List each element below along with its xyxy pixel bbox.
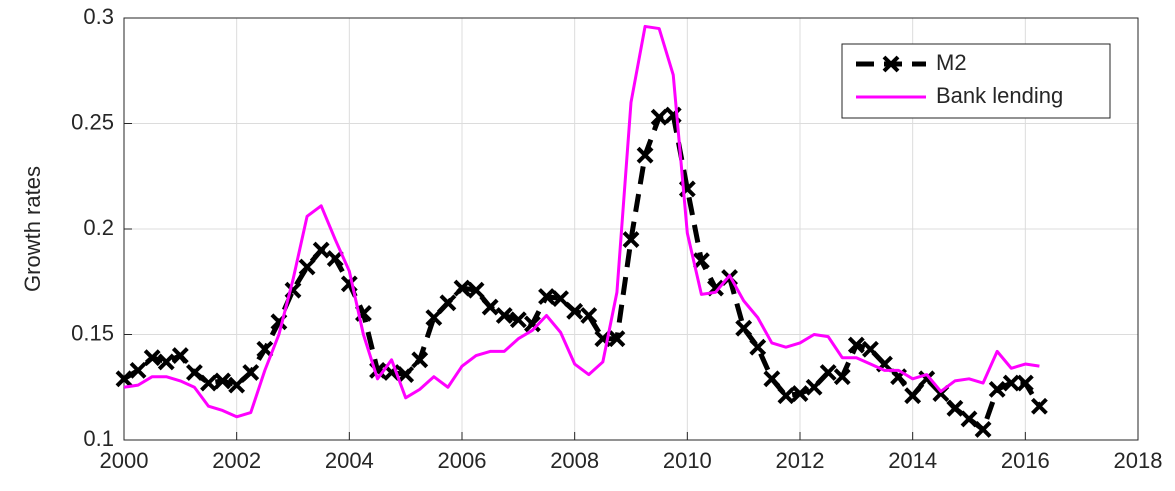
y-tick-label: 0.25 <box>71 109 114 134</box>
x-tick-label: 2008 <box>550 448 599 473</box>
marker <box>749 338 767 356</box>
marker <box>819 364 837 381</box>
legend-box <box>841 43 1111 119</box>
x-tick-label: 2018 <box>1114 448 1163 473</box>
x-tick-label: 2002 <box>212 448 261 473</box>
y-tick-label: 0.2 <box>83 215 114 240</box>
x-tick-label: 2014 <box>888 448 937 473</box>
marker <box>693 252 710 270</box>
marker <box>552 290 569 308</box>
x-tick-label: 2000 <box>100 448 149 473</box>
marker <box>847 336 865 354</box>
marker <box>763 370 781 388</box>
marker <box>974 421 992 438</box>
marker <box>425 309 443 327</box>
marker <box>608 330 626 348</box>
marker <box>988 380 1006 398</box>
marker <box>566 302 584 320</box>
x-tick-label: 2004 <box>325 448 374 473</box>
marker <box>228 376 246 394</box>
marker <box>580 307 598 324</box>
marker <box>298 258 316 276</box>
marker <box>481 298 499 316</box>
marker <box>777 387 795 405</box>
marker <box>312 241 330 259</box>
marker <box>326 250 344 267</box>
marker <box>1002 374 1020 392</box>
marker <box>791 385 809 402</box>
y-axis-label: Growth rates <box>20 166 45 292</box>
marker <box>171 347 189 365</box>
marker <box>960 410 978 428</box>
marker <box>256 340 274 358</box>
marker <box>735 319 753 337</box>
marker <box>411 351 429 369</box>
marker <box>129 361 147 379</box>
x-tick-label: 2016 <box>1001 448 1050 473</box>
marker <box>214 372 231 390</box>
x-tick-label: 2006 <box>438 448 487 473</box>
marker <box>538 288 555 305</box>
marker <box>467 281 485 299</box>
marker <box>904 387 922 405</box>
marker <box>805 378 823 396</box>
marker <box>495 307 513 324</box>
marker <box>157 353 175 371</box>
marker <box>186 364 203 381</box>
marker <box>946 399 964 417</box>
marker <box>439 294 457 312</box>
marker <box>200 374 217 392</box>
marker <box>862 340 879 358</box>
marker <box>115 370 133 388</box>
y-tick-label: 0.3 <box>83 4 114 29</box>
legend-label: Bank lending <box>936 83 1063 108</box>
marker <box>524 315 541 333</box>
marker <box>242 364 260 381</box>
marker <box>143 349 161 367</box>
marker <box>397 366 415 384</box>
marker <box>453 279 471 297</box>
plot-frame <box>123 17 1139 441</box>
y-tick-label: 0.15 <box>71 320 114 345</box>
legend-marker <box>882 55 900 73</box>
marker <box>918 370 936 388</box>
marker <box>509 311 527 329</box>
legend-label: M2 <box>936 50 967 75</box>
marker <box>1031 397 1048 415</box>
series-line <box>123 24 1040 419</box>
x-tick-label: 2010 <box>663 448 712 473</box>
marker <box>622 231 640 248</box>
marker <box>650 108 668 126</box>
marker <box>636 146 654 164</box>
marker <box>1016 374 1034 392</box>
x-tick-label: 2012 <box>776 448 825 473</box>
y-tick-label: 0.1 <box>83 426 114 451</box>
marker <box>833 368 851 386</box>
